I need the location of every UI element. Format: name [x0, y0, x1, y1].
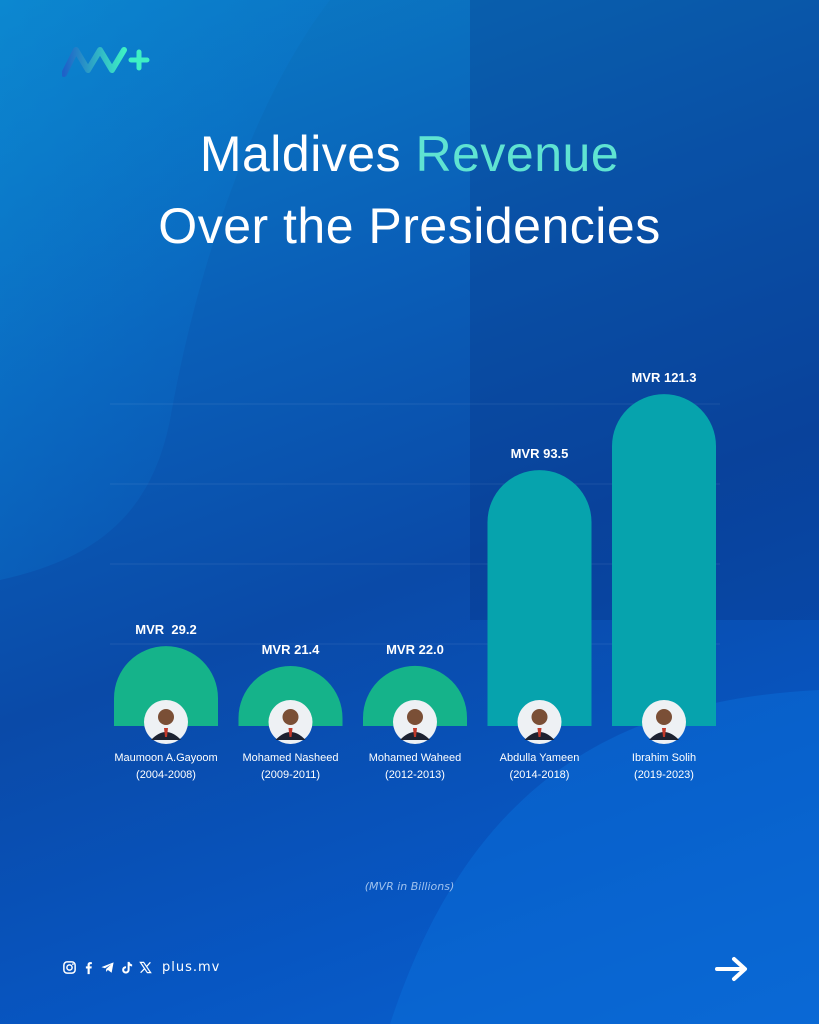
unit-footnote: (MVR in Billions): [364, 880, 455, 893]
category-label-3: Mohamed Waheed: [369, 752, 462, 764]
period-label-2: (2009-2011): [261, 769, 320, 781]
period-label-1: (2004-2008): [136, 769, 196, 781]
next-arrow-icon[interactable]: [714, 955, 750, 983]
value-label-1: MVR 29.2: [135, 622, 196, 637]
category-label-4: Abdulla Yameen: [500, 752, 580, 764]
brand-logo: [62, 47, 150, 77]
page-title-line1: Maldives Revenue: [199, 126, 620, 182]
president-avatar-4: [517, 700, 562, 744]
bar-2: [238, 666, 343, 726]
bar-1: [114, 646, 218, 726]
value-label-5: MVR 121.3: [631, 370, 696, 385]
title-accent-word: Revenue: [415, 126, 620, 182]
bar-3: [363, 665, 467, 726]
value-label-4: MVR 93.5: [511, 446, 569, 461]
category-label-5: Ibrahim Solih: [632, 752, 696, 764]
social-links: [62, 960, 153, 975]
telegram-icon[interactable]: [100, 960, 115, 975]
period-label-3: (2012-2013): [385, 769, 445, 781]
president-avatar-2: [268, 700, 313, 744]
instagram-icon[interactable]: [62, 960, 77, 975]
facebook-icon[interactable]: [81, 960, 96, 975]
category-label-2: Mohamed Nasheed: [242, 752, 338, 764]
value-label-3: MVR 22.0: [386, 642, 444, 657]
website-link[interactable]: plus.mv: [162, 960, 221, 975]
value-label-2: MVR 21.4: [262, 642, 321, 657]
page-title-line2: Over the Presidencies: [158, 198, 661, 254]
president-avatar-3: [393, 700, 437, 744]
x-icon[interactable]: [138, 960, 153, 975]
category-label-1: Maumoon A.Gayoom: [114, 752, 217, 764]
president-avatar-5: [642, 700, 686, 744]
bar-5: [612, 394, 716, 726]
tiktok-icon[interactable]: [119, 960, 134, 975]
period-label-5: (2019-2023): [634, 769, 694, 781]
president-avatar-1: [144, 700, 188, 744]
bar-4: [487, 470, 592, 726]
period-label-4: (2014-2018): [510, 769, 570, 781]
